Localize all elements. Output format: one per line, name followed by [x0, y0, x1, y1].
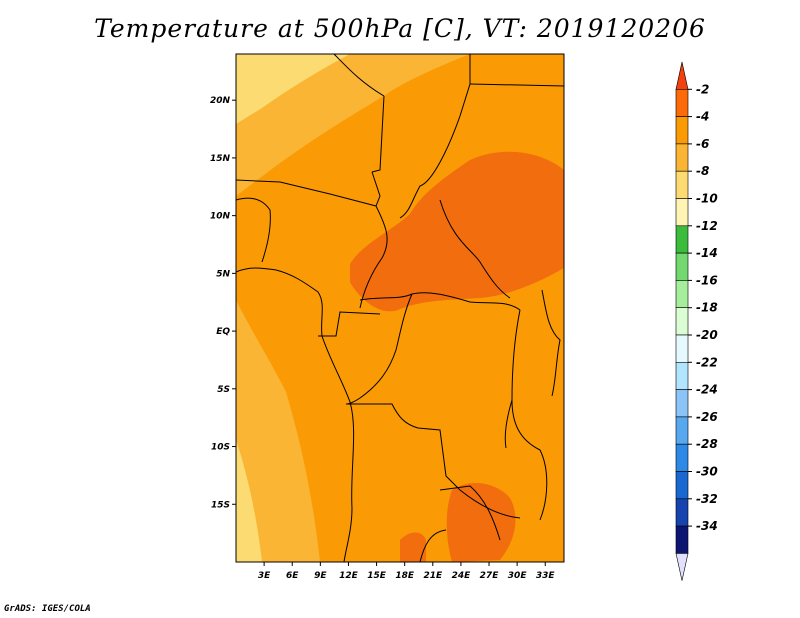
colorbar-box: [675, 116, 689, 145]
border-line: [439, 485, 501, 541]
lon-tick-label: 24E: [452, 571, 472, 581]
lon-tick-label: 12E: [339, 571, 359, 581]
border-line: [504, 399, 513, 449]
field-band-light-southwest: [236, 300, 320, 562]
colorbar-label: -12: [696, 219, 718, 233]
border-line: [359, 292, 521, 311]
colorbar-label: -16: [696, 273, 718, 287]
lon-tick-label: 27E: [480, 571, 500, 581]
border-line: [359, 205, 388, 309]
lon-tick-label: 30E: [508, 571, 528, 581]
colorbar-box: [675, 280, 689, 308]
temperature-map: 20N 15N 10N 5N EQ 5S 10S 15S 3E 6E 9E 12E 15E 18E 21E…: [210, 53, 718, 581]
colorbar-label: -2: [696, 82, 709, 96]
field-band-light-north: [236, 54, 470, 196]
colorbar-label: -8: [696, 164, 709, 178]
colorbar-box: [675, 225, 689, 254]
lon-tick-label: 15E: [367, 571, 387, 581]
colorbar-box: [675, 361, 689, 390]
lon-tick-label: 3E: [258, 571, 271, 581]
field-band-warm-southwest: [400, 532, 426, 562]
field-band-light-south: [236, 440, 262, 562]
field-band-warm-southeast: [446, 483, 516, 562]
lon-tick-label: 33E: [536, 571, 556, 581]
colorbar-label: -14: [696, 246, 718, 260]
border-line: [469, 83, 564, 87]
colorbar-box: [675, 89, 689, 117]
border-line: [236, 197, 271, 263]
longitude-axis: 3E 6E 9E 12E 15E 18E 21E 24E 27E 30E 33E: [258, 562, 556, 581]
map-frame: [235, 53, 565, 563]
colorbar-box: [675, 443, 689, 472]
colorbar-label: -28: [696, 437, 718, 451]
colorbar-top-triangle: [675, 61, 689, 90]
grads-credit: GrADS: IGES/COLA: [4, 604, 91, 614]
colorbar-label: -24: [696, 383, 718, 397]
colorbar-label: -4: [696, 110, 709, 124]
colorbar-label: -34: [696, 519, 718, 533]
border-line: [346, 403, 521, 519]
lat-tick-label: 10S: [211, 443, 230, 453]
colorbar-label: -26: [696, 410, 718, 424]
colorbar-box: [675, 198, 689, 227]
lon-tick-label: 6E: [286, 571, 299, 581]
colorbar-label: -32: [696, 492, 718, 506]
lat-tick-label: 5S: [217, 385, 230, 395]
colorbar-bottom-triangle: [675, 553, 689, 581]
colorbar-label: -6: [696, 137, 709, 151]
colorbar-box: [675, 143, 689, 172]
colorbar-box: [675, 416, 689, 445]
colorbar-label: -22: [696, 355, 718, 369]
colorbar-box: [675, 389, 689, 418]
lon-tick-label: 18E: [395, 571, 415, 581]
colorbar-box: [675, 170, 689, 199]
colorbar-box: [675, 334, 689, 363]
border-line: [345, 293, 413, 405]
border-line: [236, 171, 381, 207]
border-line: [333, 54, 385, 97]
border-line: [511, 309, 548, 521]
lon-tick-label: 9E: [314, 571, 327, 581]
border-line: [541, 289, 561, 397]
lat-tick-label: EQ: [216, 327, 230, 337]
colorbar-label: -20: [696, 328, 718, 342]
lat-tick-label: 10N: [210, 212, 231, 222]
lat-tick-label: 15N: [210, 154, 231, 164]
colorbar-box: [675, 471, 689, 500]
latitude-axis: 20N 15N 10N 5N EQ 5S 10S 15S: [210, 96, 236, 510]
border-line: [318, 311, 381, 337]
colorbar-label: -30: [696, 465, 718, 479]
field-band-lighter-north: [236, 54, 350, 124]
border-line: [371, 95, 385, 173]
lon-tick-label: 21E: [423, 571, 443, 581]
map-title: Temperature at 500hPa [C], VT: 201912020…: [94, 14, 706, 43]
lat-tick-label: 5N: [216, 269, 230, 279]
colorbar-box: [675, 252, 689, 281]
border-line: [399, 115, 461, 219]
colorbar-label: -10: [696, 192, 718, 206]
colorbar-box: [675, 525, 689, 554]
lat-tick-label: 15S: [211, 500, 230, 510]
coastline: [236, 267, 355, 562]
field-band-warm-central: [350, 151, 564, 312]
temperature-field: [236, 54, 564, 562]
colorbar: -2 -4 -6 -8 -10 -12 -14 -16 -18 -20 -22 -24 -26 -28 -3…: [675, 61, 718, 581]
lat-tick-label: 20N: [210, 96, 231, 106]
colorbar-label: -18: [696, 301, 718, 315]
colorbar-box: [675, 307, 689, 336]
border-line: [439, 199, 511, 299]
colorbar-box: [675, 498, 689, 527]
